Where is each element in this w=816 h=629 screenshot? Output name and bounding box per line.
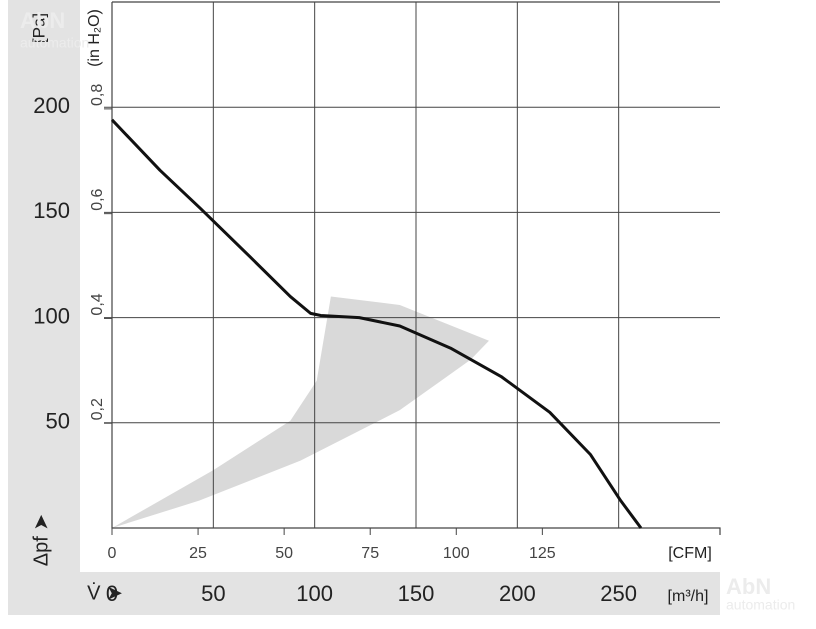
x2-tick-label: 25 — [189, 545, 207, 562]
operating-area — [112, 296, 489, 528]
y-tick-label: 150 — [33, 198, 70, 223]
x2-tick-label: 100 — [443, 545, 470, 562]
x-tick-label: 0 — [106, 581, 118, 606]
x2-tick-label: 75 — [361, 545, 379, 562]
y2-tick-label: 0,8 — [89, 84, 106, 106]
x-tick-label: 50 — [201, 581, 225, 606]
y-tick-label: 200 — [33, 93, 70, 118]
performance-curve — [110, 118, 643, 529]
axis-band — [8, 572, 720, 615]
y-symbol: Δpf ➤ — [30, 514, 52, 566]
y-axis-label: [Pa] — [29, 13, 48, 43]
y-tick-label: 50 — [46, 409, 70, 434]
x2-tick-label: 0 — [108, 545, 117, 562]
y2-axis-label: (in H₂O) — [86, 9, 103, 67]
x-axis-label: [m³/h] — [668, 588, 709, 605]
watermark: AbN — [726, 574, 771, 599]
y-tick-label: 100 — [33, 303, 70, 328]
x-tick-label: 250 — [600, 581, 637, 606]
x-symbol: V̇ ➤ — [87, 582, 123, 604]
y2-tick-label: 0,2 — [89, 398, 106, 420]
x-tick-label: 100 — [296, 581, 333, 606]
plot-frame — [111, 1, 721, 535]
y2-tick-label: 0,4 — [89, 293, 106, 315]
axis-band — [8, 0, 80, 615]
x-tick-label: 200 — [499, 581, 536, 606]
watermark: automation — [726, 597, 795, 613]
x2-axis-label: [CFM] — [668, 545, 712, 562]
x2-tick-label: 125 — [529, 545, 556, 562]
watermark: automation — [20, 35, 89, 51]
x2-tick-label: 50 — [275, 545, 293, 562]
y2-tick-label: 0,6 — [89, 188, 106, 210]
watermark: AbN — [20, 8, 65, 33]
x-tick-label: 150 — [398, 581, 435, 606]
